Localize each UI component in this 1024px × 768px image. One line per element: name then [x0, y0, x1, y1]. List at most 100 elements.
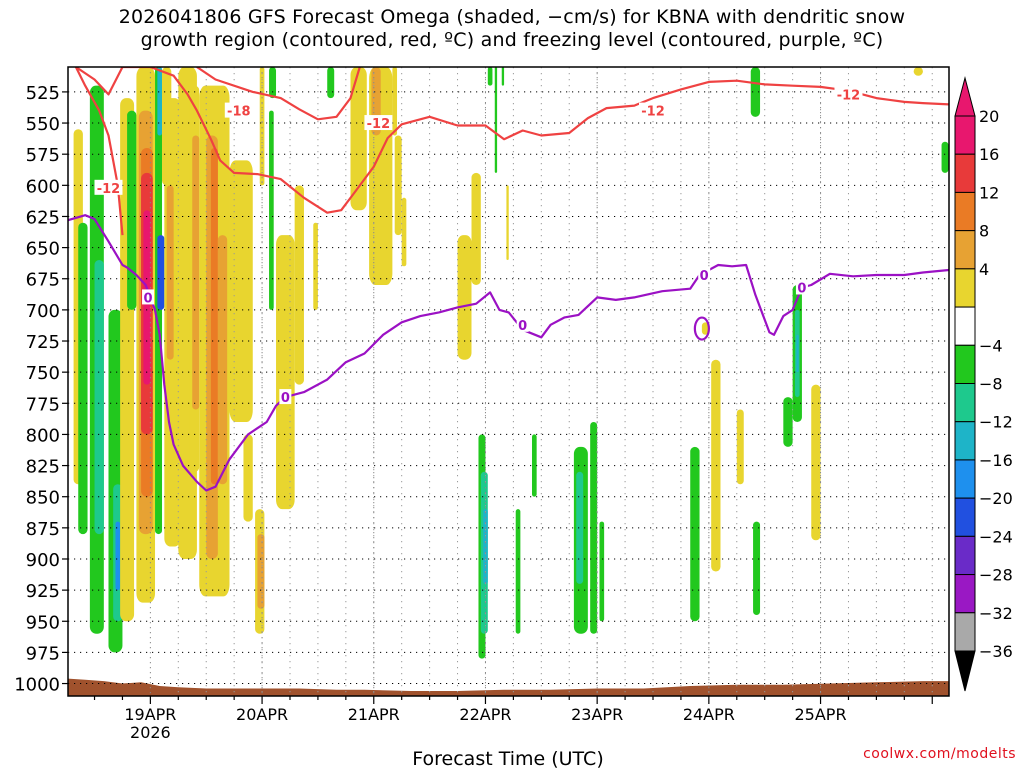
omega-cell	[690, 446, 700, 622]
y-tick-label: 675	[26, 270, 60, 291]
contour-label: 0	[700, 269, 709, 284]
colorbar-band	[954, 459, 976, 499]
y-tick-label: 850	[26, 488, 60, 509]
omega-cell	[210, 147, 218, 485]
y-tick-label: 1000	[14, 675, 60, 696]
omega-cell	[457, 235, 472, 360]
terrain-layer	[68, 678, 949, 696]
omega-cell	[192, 135, 200, 410]
contour-label: 0	[144, 291, 153, 306]
contour-label-bg	[795, 279, 808, 295]
x-tick-sublabel: 2026	[130, 723, 171, 742]
omega-cell	[599, 521, 605, 622]
y-tick-label: 825	[26, 457, 60, 478]
omega-cell	[94, 260, 104, 535]
title-line-2: growth region (contoured, red, ºC) and f…	[140, 29, 884, 51]
y-axis: 525 550 575 600 625 650 675 700 725 750 775 800 825 8…	[14, 83, 68, 696]
colorbar-band	[954, 497, 976, 537]
contour-label-bg	[834, 86, 863, 102]
contour-label-bg	[516, 316, 529, 332]
contour-label: -12	[97, 182, 121, 197]
omega-cell	[783, 397, 793, 447]
omega-cell	[257, 534, 265, 609]
x-tick-label: 21APR	[348, 705, 400, 724]
x-tick-label: 19APR	[124, 705, 176, 724]
contour-label-bg	[698, 267, 711, 283]
y-tick-label: 625	[26, 207, 60, 228]
freezing-level-closed-contour	[693, 316, 710, 341]
dgz-contour-minus18	[196, 67, 361, 121]
x-tick-label: 25APR	[795, 705, 847, 724]
omega-cell	[913, 67, 923, 76]
chart-title: 2026041806 GFS Forecast Omega (shaded, −…	[0, 6, 1024, 52]
omega-cell	[217, 235, 228, 485]
omega-cell	[166, 185, 174, 360]
omega-cell	[157, 67, 163, 136]
y-tick-label: 575	[26, 145, 60, 166]
colorbar-band	[954, 306, 976, 346]
omega-cell	[276, 235, 295, 510]
colorbar-label: −4	[979, 336, 1003, 355]
colorbar-label: 16	[979, 145, 999, 164]
colorbar-label: −20	[979, 489, 1013, 508]
omega-cell	[157, 235, 165, 310]
colorbar-band	[954, 153, 976, 193]
omega-cell	[501, 67, 505, 86]
y-tick-label: 600	[26, 176, 60, 197]
omega-cell	[483, 509, 488, 584]
colorbar-label: 4	[979, 260, 989, 279]
title-line-1: 2026041806 GFS Forecast Omega (shaded, −…	[118, 6, 906, 28]
y-tick-label: 550	[26, 114, 60, 135]
omega-shading	[73, 67, 949, 659]
omega-cell	[701, 322, 709, 335]
dgz-contour-minus12-upper	[75, 67, 949, 214]
omega-cell	[736, 409, 744, 485]
colorbar-label: −36	[979, 642, 1013, 661]
colorbar-band	[954, 421, 976, 461]
y-tick-label: 750	[26, 363, 60, 384]
colorbar-band	[954, 230, 976, 270]
omega-cell	[576, 471, 584, 584]
contour-label: -12	[367, 117, 391, 132]
omega-cell	[327, 67, 335, 99]
y-tick-label: 800	[26, 425, 60, 446]
plot-frame	[67, 66, 950, 697]
contour-label: 0	[797, 281, 806, 296]
colorbar-band	[954, 344, 976, 384]
omega-cell	[269, 67, 277, 99]
omega-cell	[811, 384, 821, 541]
colorbar-label: −28	[979, 566, 1013, 585]
omega-cell	[487, 67, 493, 86]
terrain-ground	[68, 678, 949, 696]
omega-cell	[941, 141, 949, 173]
freezing-level-contour	[68, 214, 949, 492]
contour-layer: -12 -18 -12 -12 -12 0 0 0 0 0	[68, 67, 949, 492]
colorbar-band	[954, 268, 976, 308]
x-axis-label: Forecast Time (UTC)	[412, 748, 603, 768]
x-tick-label: 22APR	[459, 705, 511, 724]
colorbar-label: −32	[979, 604, 1013, 623]
colorbar-band	[954, 574, 976, 614]
colorbar-bottom-arrow	[954, 650, 976, 692]
contour-label-bg	[94, 179, 123, 195]
omega-cell	[115, 521, 121, 591]
colorbar-band	[954, 612, 976, 652]
contour-label-bg	[142, 289, 155, 305]
y-tick-label: 950	[26, 612, 60, 633]
contour-label: -12	[641, 105, 665, 120]
contour-label-bg	[224, 102, 253, 118]
contour-label-bg	[279, 389, 292, 405]
y-tick-label: 725	[26, 332, 60, 353]
y-tick-label: 925	[26, 581, 60, 602]
x-tick-label: 20APR	[236, 705, 288, 724]
y-tick-label: 700	[26, 301, 60, 322]
omega-cell	[401, 197, 407, 267]
contour-label: -18	[227, 105, 251, 120]
credit-text: coolwx.com/modelts	[863, 746, 1016, 762]
colorbar-label: −8	[979, 375, 1003, 394]
colorbar-band	[954, 115, 976, 155]
colorbar-band	[954, 191, 976, 232]
omega-cell	[753, 521, 761, 616]
